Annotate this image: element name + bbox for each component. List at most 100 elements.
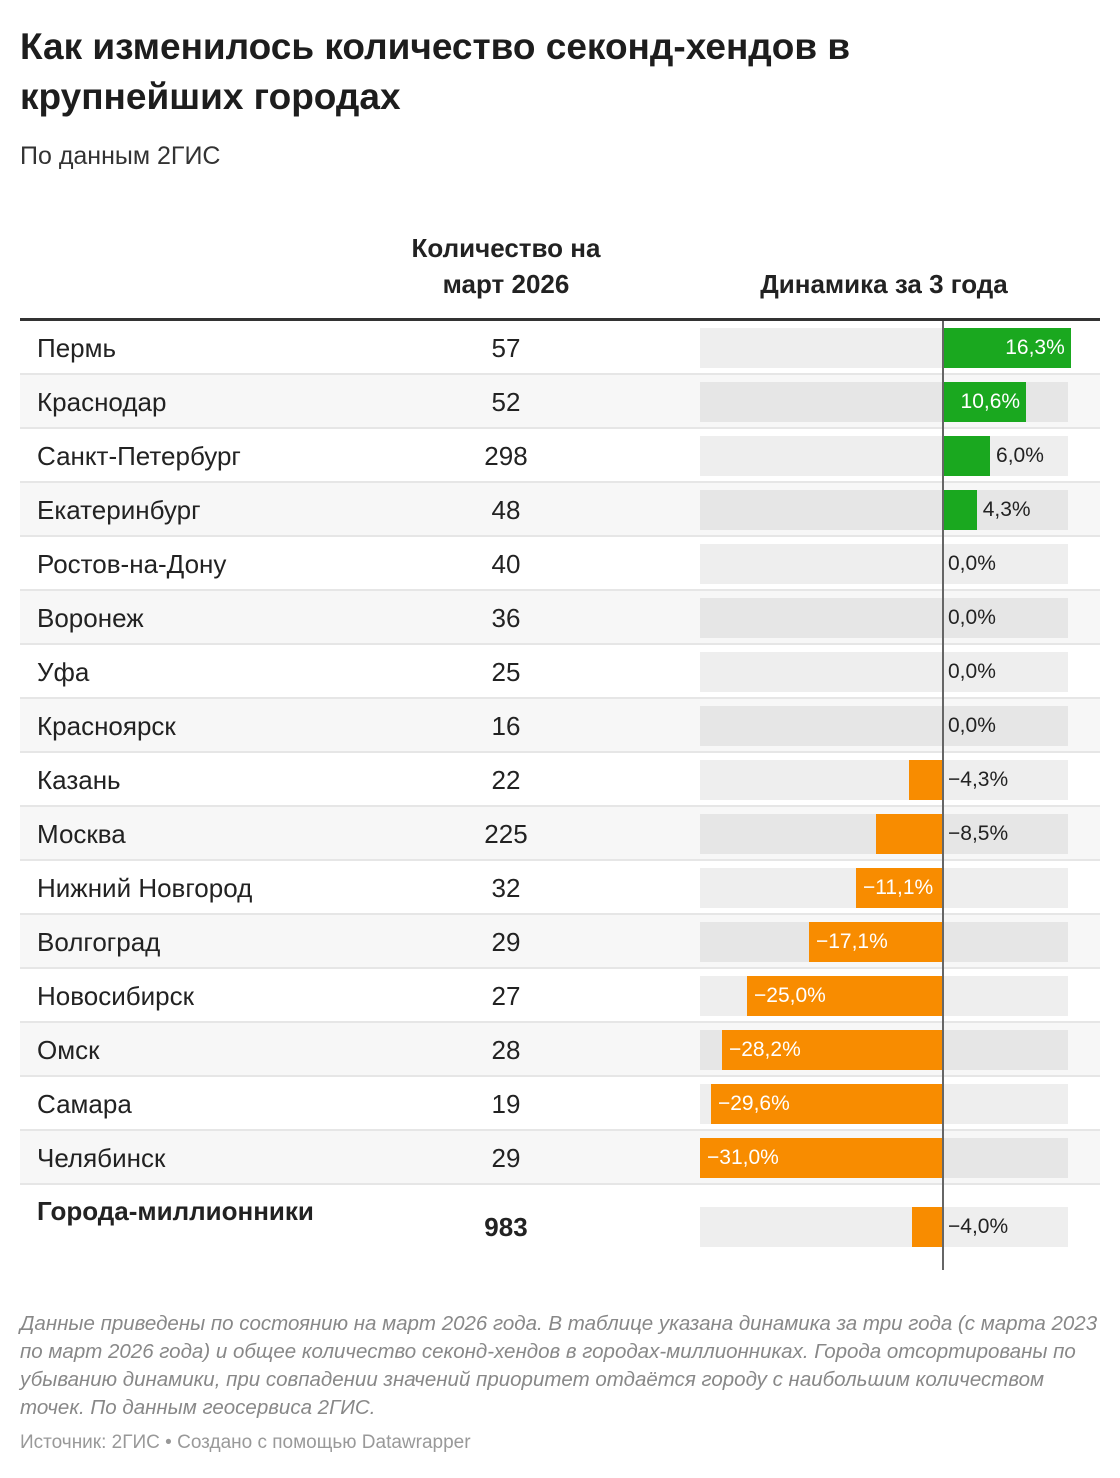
change-label: 16,3% <box>1005 336 1065 359</box>
shop-count: 27 <box>491 981 521 1011</box>
table-row: Уфа 25 0,0% <box>20 645 1100 699</box>
zero-line <box>942 321 944 1270</box>
bar-track: −4,3% <box>700 760 1068 800</box>
city-name: Пермь <box>37 333 117 363</box>
city-name: Казань <box>37 765 121 795</box>
bar-track: 10,6% <box>700 382 1068 422</box>
city-name: Города-миллионники <box>37 1196 314 1226</box>
table-row: Омск 28 −28,2% <box>20 1023 1100 1077</box>
shop-count: 32 <box>491 873 521 903</box>
chart-notes: Данные приведены по состоянию на март 20… <box>20 1312 1098 1419</box>
shop-count: 28 <box>491 1035 521 1065</box>
change-label: 0,0% <box>948 660 996 683</box>
bar-track: 0,0% <box>700 544 1068 584</box>
bar-track: −29,6% <box>700 1084 1068 1124</box>
change-bar <box>943 328 1071 368</box>
table-row: Краснодар 52 10,6% <box>20 375 1100 429</box>
table-row: Волгоград 29 −17,1% <box>20 915 1100 969</box>
table-row: Пермь 57 16,3% <box>20 321 1100 375</box>
column-header-count: Количество на март 2026 <box>411 233 601 299</box>
shop-count: 52 <box>491 387 521 417</box>
chart-source: Источник: 2ГИС • Создано с помощью Dataw… <box>20 1432 471 1453</box>
shop-count: 48 <box>491 495 521 525</box>
change-label: 4,3% <box>982 498 1031 521</box>
shop-count: 298 <box>484 441 528 471</box>
table-row: Москва 225 −8,5% <box>20 807 1100 861</box>
header-rule <box>20 318 1100 321</box>
change-label: −8,5% <box>948 822 1009 845</box>
bar-track: −8,5% <box>700 814 1068 854</box>
shop-count: 22 <box>491 765 521 795</box>
change-bar <box>876 814 943 854</box>
shop-count: 36 <box>491 603 521 633</box>
bar-track: −31,0% <box>700 1138 1068 1178</box>
change-label: −4,3% <box>948 768 1009 791</box>
change-bar <box>747 976 943 1016</box>
bar-track: −28,2% <box>700 1030 1068 1070</box>
city-name: Ростов-на-Дону <box>37 549 227 579</box>
column-header-change: Динамика за 3 года <box>760 269 1008 299</box>
change-bar <box>911 1207 943 1247</box>
bar-track: 16,3% <box>700 328 1071 368</box>
change-label: 0,0% <box>948 552 996 575</box>
city-name: Воронеж <box>37 603 144 633</box>
bar-track: −25,0% <box>700 976 1068 1016</box>
table-row-total: Города-миллионники 983 −4,0% <box>20 1185 1100 1269</box>
table-row: Нижний Новгород 32 −11,1% <box>20 861 1100 915</box>
city-name: Уфа <box>37 657 90 687</box>
city-name: Санкт-Петербург <box>37 441 241 471</box>
change-label: 6,0% <box>996 444 1044 467</box>
bar-track: 4,3% <box>700 490 1068 530</box>
table-row: Воронеж 36 0,0% <box>20 591 1100 645</box>
change-label: −29,6% <box>717 1092 790 1115</box>
table-row: Казань 22 −4,3% <box>20 753 1100 807</box>
city-name: Челябинск <box>37 1143 166 1173</box>
table-row: Санкт-Петербург 298 6,0% <box>20 429 1100 483</box>
change-label: −31,0% <box>707 1146 779 1169</box>
change-bar <box>909 760 943 800</box>
bar-track: −4,0% <box>700 1207 1068 1247</box>
bar-track: 0,0% <box>700 706 1068 746</box>
change-bar <box>808 922 943 962</box>
change-label: 0,0% <box>948 714 996 737</box>
change-bar <box>943 436 991 476</box>
bar-track: −17,1% <box>700 922 1068 962</box>
shop-count: 225 <box>484 819 528 849</box>
change-label: −25,0% <box>754 984 826 1007</box>
change-label: −28,2% <box>728 1038 801 1061</box>
city-name: Омск <box>37 1035 100 1065</box>
city-name: Москва <box>37 819 126 849</box>
table-row: Новосибирск 27 −25,0% <box>20 969 1100 1023</box>
change-bar <box>943 382 1027 422</box>
change-bar <box>710 1084 943 1124</box>
bar-track: 0,0% <box>700 598 1068 638</box>
shop-count: 40 <box>491 549 521 579</box>
table-row: Самара 19 −29,6% <box>20 1077 1100 1131</box>
bar-track: −11,1% <box>700 868 1068 908</box>
shop-count: 57 <box>491 333 521 363</box>
table-row: Ростов-на-Дону 40 0,0% <box>20 537 1100 591</box>
table-row: Челябинск 29 −31,0% <box>20 1131 1100 1185</box>
change-bar <box>700 1138 943 1178</box>
bar-track: 0,0% <box>700 652 1068 692</box>
change-bar <box>943 490 977 530</box>
change-bar <box>855 868 943 908</box>
shop-count: 16 <box>491 711 521 741</box>
change-label: 10,6% <box>960 390 1021 413</box>
city-name: Нижний Новгород <box>37 873 253 903</box>
shop-count: 29 <box>491 927 521 957</box>
shop-count: 29 <box>491 1143 521 1173</box>
city-name: Самара <box>37 1089 132 1119</box>
table-row: Екатеринбург 48 4,3% <box>20 483 1100 537</box>
bar-track: 6,0% <box>700 436 1068 476</box>
change-label: −17,1% <box>815 930 888 953</box>
city-name: Новосибирск <box>37 981 194 1011</box>
city-name: Краснодар <box>37 387 167 417</box>
chart-title: Как изменилось количество секонд-хендов … <box>20 26 851 117</box>
change-label: −11,1% <box>862 876 934 899</box>
city-name: Волгоград <box>37 927 161 957</box>
shop-count: 19 <box>491 1089 521 1119</box>
shop-count: 25 <box>491 657 521 687</box>
change-label: −4,0% <box>948 1215 1009 1238</box>
